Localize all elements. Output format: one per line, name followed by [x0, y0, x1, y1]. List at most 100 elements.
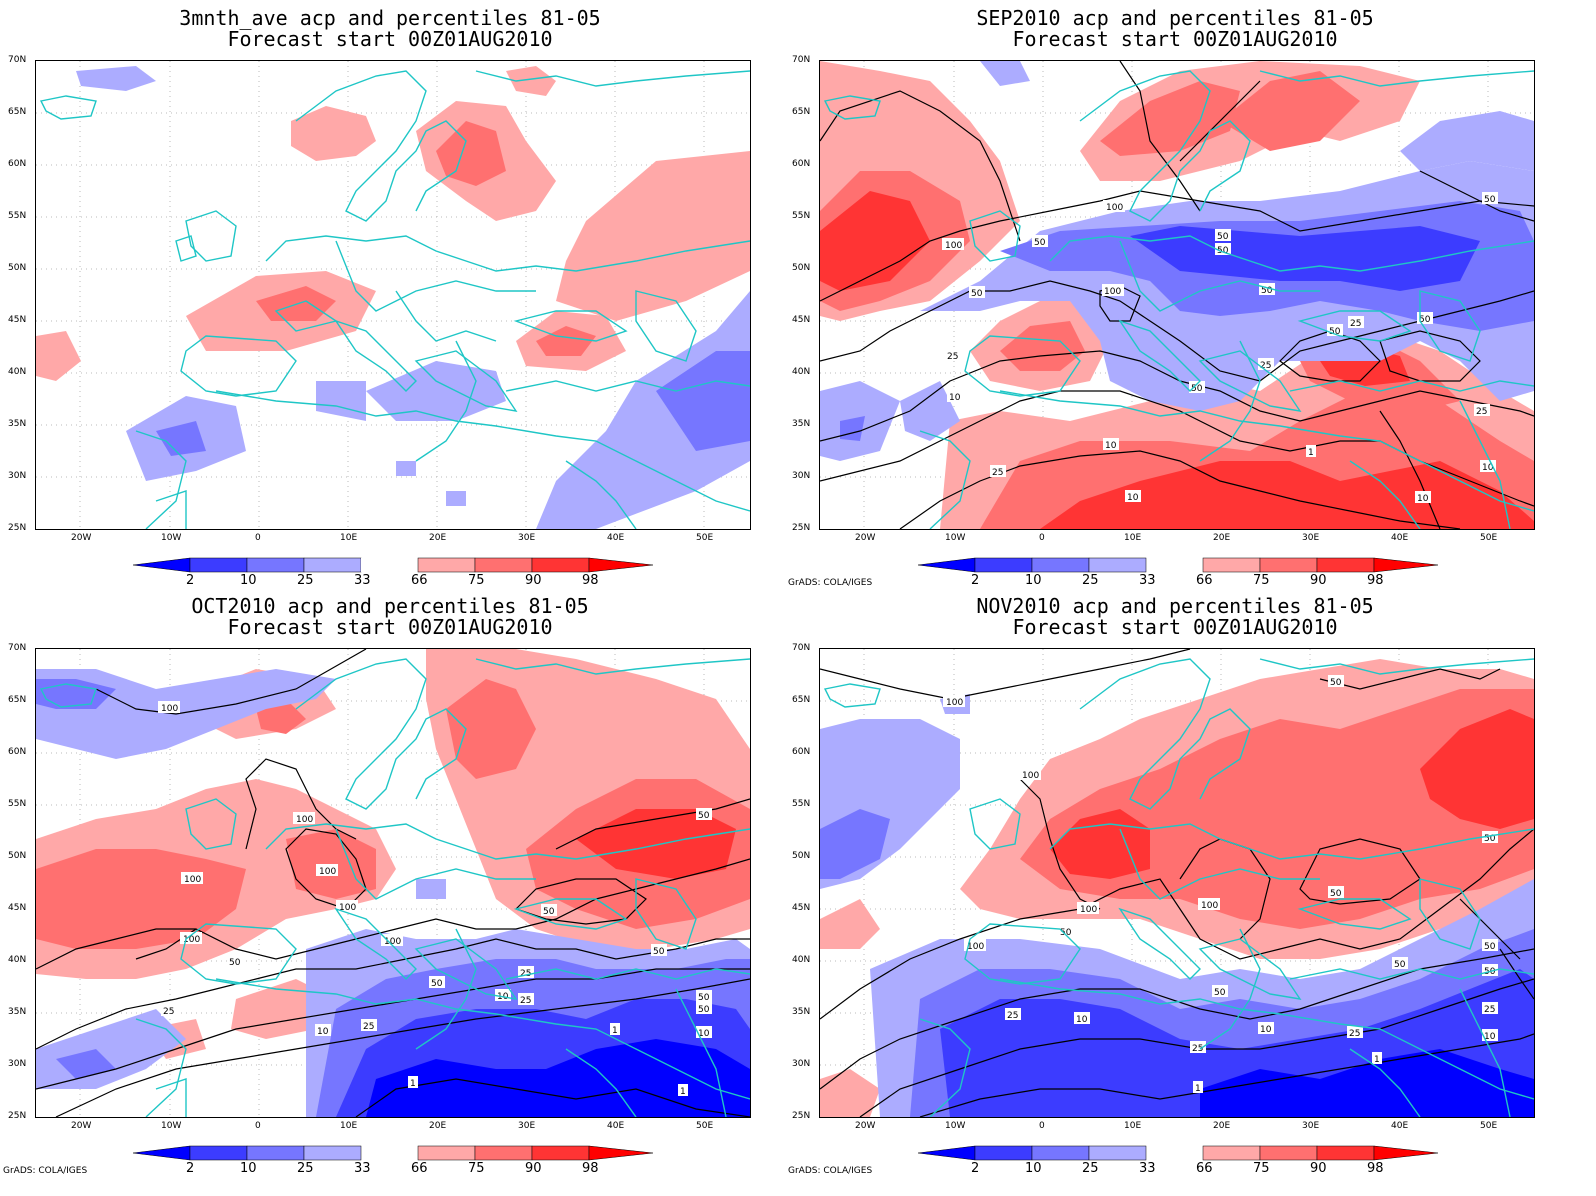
lat-label: 35N [792, 1007, 811, 1017]
colorbar [917, 1145, 1439, 1161]
colorbar-label: 66 [1196, 1161, 1213, 1176]
lat-label: 40N [8, 367, 27, 377]
contour-label: 50 [1060, 928, 1072, 938]
panel-title-line2: Forecast start 00Z01AUG2010 [227, 27, 553, 51]
lon-label: 20E [429, 1121, 447, 1131]
lon-label: 0 [1039, 1121, 1045, 1131]
lat-label: 50N [792, 851, 811, 861]
colorbar [132, 1145, 654, 1161]
contour-label: 10 [1105, 441, 1117, 451]
contour-label: 50 [698, 811, 710, 821]
panel-title-line1: 3mnth_ave acp and percentiles 81-05 [179, 6, 601, 30]
contour-label: 100 [161, 704, 178, 714]
lat-label: 30N [8, 471, 27, 481]
lon-label: 10W [945, 1121, 966, 1131]
contour-label: 25 [520, 969, 531, 979]
lat-label: 50N [8, 851, 27, 861]
colorbar-label: 75 [468, 1161, 485, 1176]
colorbar [917, 557, 1439, 573]
colorbar-label: 2 [971, 573, 980, 588]
lon-label: 20E [1213, 1121, 1231, 1131]
contour-label: 10 [1484, 1032, 1496, 1042]
contour-label: 25 [520, 996, 531, 1006]
colorbar [132, 557, 654, 573]
lat-label: 55N [8, 211, 27, 221]
lat-label: 30N [8, 1059, 27, 1069]
lat-label: 45N [8, 315, 27, 325]
panel-oct2010: OCT2010 acp and percentiles 81-05 Foreca… [0, 588, 790, 1188]
colorbar-label: 25 [297, 573, 314, 588]
coastlines [823, 70, 1534, 529]
contour-label: 100 [319, 867, 336, 877]
colorbar-label: 33 [1139, 1161, 1156, 1176]
colorbar-label: 33 [354, 1161, 371, 1176]
contour-label: 1 [612, 1026, 618, 1036]
contour-label: 50 [653, 947, 665, 957]
contour-label: 25 [1476, 407, 1487, 417]
contour-label: 10 [1127, 493, 1139, 503]
colorbar-label: 10 [1025, 573, 1042, 588]
lon-label: 40E [1391, 1121, 1409, 1131]
contour-label: 50 [1034, 238, 1046, 248]
lat-label: 40N [8, 955, 27, 965]
contour-label: 10 [1260, 1025, 1272, 1035]
lat-label: 60N [792, 159, 811, 169]
contour-label: 100 [184, 875, 201, 885]
lat-label: 65N [792, 107, 811, 117]
colorbar-label: 10 [240, 573, 257, 588]
lat-label: 55N [792, 211, 811, 221]
lat-label: 70N [8, 55, 27, 65]
colorbar-label: 66 [411, 573, 428, 588]
contour-label: 100 [1080, 905, 1097, 915]
contour-label: 100 [384, 937, 401, 947]
lat-label: 25N [8, 1111, 27, 1121]
lat-label: 70N [8, 643, 27, 653]
lat-label: 45N [792, 315, 811, 325]
contour-label: 50 [1330, 678, 1342, 688]
lon-label: 40E [607, 1121, 625, 1131]
colorbar-label: 75 [468, 573, 485, 588]
lat-label: 55N [792, 799, 811, 809]
contour-label: 100 [1201, 901, 1218, 911]
lat-label: 45N [792, 903, 811, 913]
lon-label: 20W [71, 1121, 92, 1131]
colorbar-label: 33 [1139, 573, 1156, 588]
lat-label: 30N [792, 471, 811, 481]
map-oct2010: 100 100 100 100 100 100 100 50 50 50 50 … [35, 648, 751, 1118]
contours [820, 61, 1534, 529]
contour-label: 100 [183, 935, 200, 945]
contour-label: 10 [1417, 494, 1429, 504]
colorbar-label: 90 [1310, 573, 1327, 588]
colorbar-label: 25 [297, 1161, 314, 1176]
lat-label: 30N [792, 1059, 811, 1069]
lon-label: 0 [255, 1121, 261, 1131]
lon-label: 30E [518, 533, 536, 543]
lat-label: 25N [792, 523, 811, 533]
contour-label: 25 [992, 468, 1003, 478]
lon-label: 10E [340, 1121, 358, 1131]
lon-label: 10W [161, 1121, 182, 1131]
contour-label: 10 [949, 393, 961, 403]
colorbar-label: 90 [525, 573, 542, 588]
contour-label: 100 [946, 698, 963, 708]
lon-label: 10E [1124, 533, 1142, 543]
contour-label: 1 [680, 1087, 686, 1097]
contour-label: 50 [431, 979, 443, 989]
map-sep2010: 100 100 50 50 50 50 50 50 50 50 25 25 25… [819, 60, 1535, 530]
shading-red [820, 659, 1534, 1117]
contour-label: 10 [698, 1029, 710, 1039]
lon-label: 30E [518, 1121, 536, 1131]
colorbar-label: 66 [1196, 573, 1213, 588]
lon-label: 10W [161, 533, 182, 543]
panel-3month: 3mnth_ave acp and percentiles 81-05 Fore… [0, 0, 790, 590]
lon-label: 20W [71, 533, 92, 543]
colorbar-label: 98 [1367, 1161, 1384, 1176]
shading-red [36, 66, 750, 381]
map-nov2010: 100 100 100 100 100 50 50 50 50 50 50 25… [819, 648, 1535, 1118]
contour-label: 100 [1104, 287, 1121, 297]
contour-label: 50 [1329, 327, 1341, 337]
contour-label: 25 [363, 1022, 374, 1032]
lon-label: 40E [1391, 533, 1409, 543]
contour-label: 10 [1482, 463, 1494, 473]
colorbar-label: 90 [1310, 1161, 1327, 1176]
